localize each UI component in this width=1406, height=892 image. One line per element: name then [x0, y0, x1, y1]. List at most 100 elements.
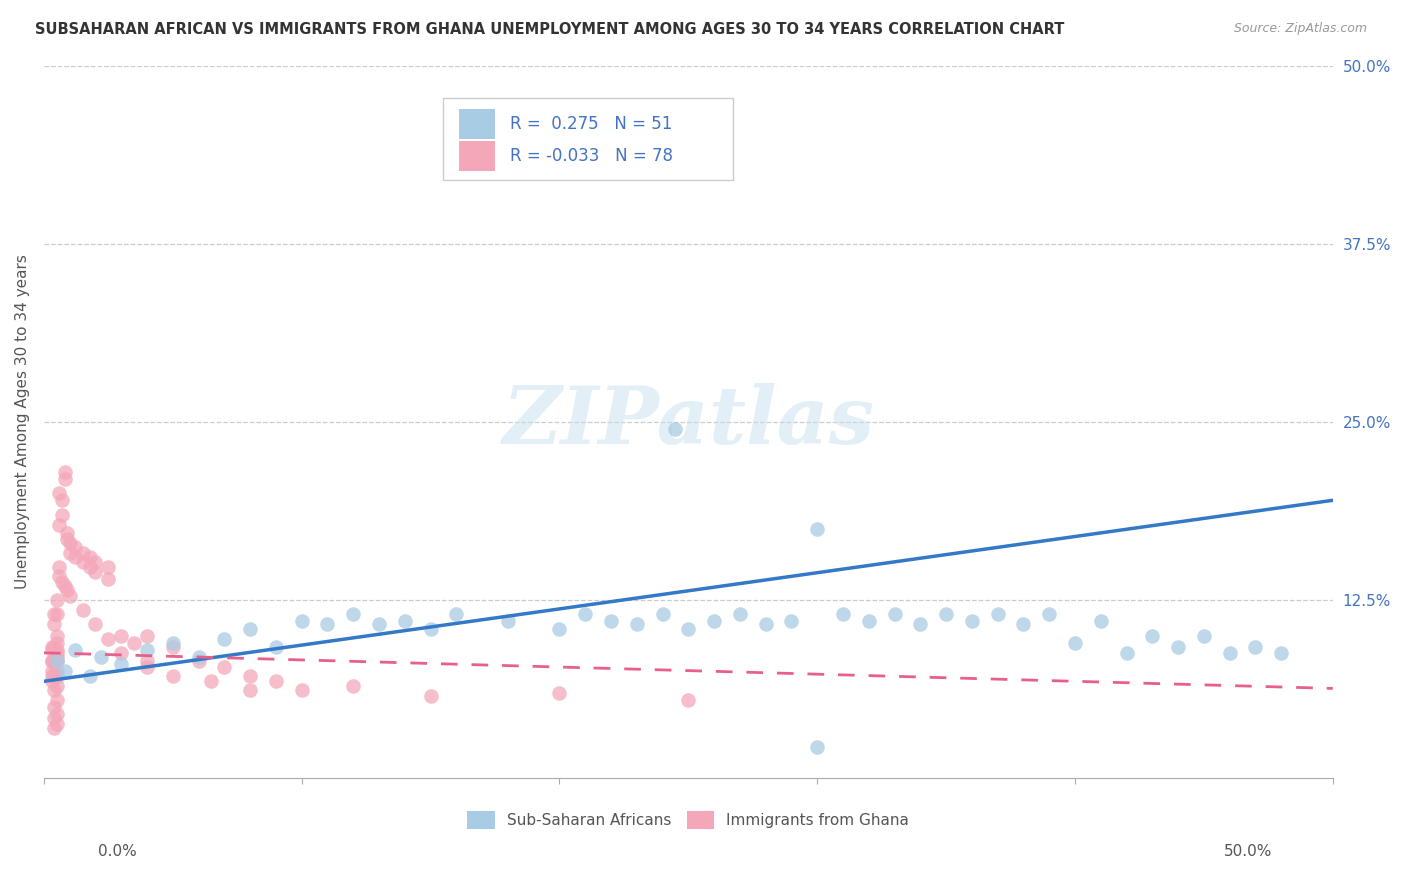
Point — [44, 654, 66, 668]
Text: R = -0.033   N = 78: R = -0.033 N = 78 — [510, 147, 673, 165]
Point — [214, 660, 236, 674]
Point — [79, 550, 101, 565]
Point — [48, 569, 70, 583]
Point — [883, 607, 905, 622]
Point — [45, 646, 67, 660]
Point — [84, 617, 107, 632]
Point — [419, 689, 441, 703]
Text: Source: ZipAtlas.com: Source: ZipAtlas.com — [1233, 22, 1367, 36]
Point — [41, 668, 63, 682]
Point — [1012, 617, 1035, 632]
Point — [44, 722, 66, 736]
Point — [41, 643, 63, 657]
Point — [110, 629, 132, 643]
Point — [832, 607, 855, 622]
Point — [200, 674, 222, 689]
Point — [728, 607, 751, 622]
Point — [162, 668, 184, 682]
Point — [806, 739, 828, 754]
Point — [53, 472, 76, 486]
Point — [51, 508, 73, 522]
Legend: Sub-Saharan Africans, Immigrants from Ghana: Sub-Saharan Africans, Immigrants from Gh… — [461, 805, 915, 835]
Point — [45, 643, 67, 657]
Point — [264, 640, 287, 654]
Point — [56, 583, 79, 598]
Point — [342, 679, 364, 693]
Point — [1115, 646, 1137, 660]
Point — [53, 465, 76, 479]
Point — [1219, 646, 1241, 660]
Point — [214, 632, 236, 646]
Point — [264, 674, 287, 689]
Point — [44, 668, 66, 682]
Point — [45, 707, 67, 722]
Point — [110, 646, 132, 660]
Point — [45, 607, 67, 622]
Point — [187, 654, 209, 668]
Point — [45, 668, 67, 682]
Point — [110, 657, 132, 672]
Point — [97, 560, 120, 574]
Point — [45, 693, 67, 707]
Point — [651, 607, 673, 622]
Text: R =  0.275   N = 51: R = 0.275 N = 51 — [510, 115, 673, 133]
Point — [1270, 646, 1292, 660]
Point — [419, 622, 441, 636]
Point — [960, 615, 983, 629]
Point — [53, 665, 76, 679]
Point — [1038, 607, 1060, 622]
Point — [45, 717, 67, 731]
Point — [755, 617, 778, 632]
Point — [1064, 636, 1087, 650]
Point — [45, 679, 67, 693]
Point — [79, 560, 101, 574]
Point — [368, 617, 391, 632]
Point — [1244, 640, 1267, 654]
Point — [162, 640, 184, 654]
Point — [291, 615, 314, 629]
Point — [48, 560, 70, 574]
Point — [316, 617, 339, 632]
Point — [72, 555, 94, 569]
Point — [1142, 629, 1164, 643]
Point — [548, 686, 571, 700]
Point — [45, 629, 67, 643]
Point — [44, 640, 66, 654]
Point — [59, 536, 82, 550]
Point — [44, 700, 66, 714]
Point — [51, 574, 73, 589]
Point — [574, 607, 596, 622]
Point — [162, 636, 184, 650]
Point — [806, 522, 828, 536]
Point — [1090, 615, 1112, 629]
Point — [136, 654, 159, 668]
Point — [136, 660, 159, 674]
Point — [446, 607, 468, 622]
Point — [858, 615, 880, 629]
Point — [45, 654, 67, 668]
Point — [1167, 640, 1189, 654]
Text: ZIPatlas: ZIPatlas — [502, 384, 875, 460]
Point — [41, 654, 63, 668]
Point — [48, 517, 70, 532]
Point — [41, 674, 63, 689]
Point — [56, 532, 79, 546]
Point — [41, 640, 63, 654]
Text: 0.0%: 0.0% — [98, 845, 138, 859]
Point — [59, 546, 82, 560]
Point — [44, 682, 66, 697]
Point — [45, 650, 67, 665]
Point — [84, 565, 107, 579]
Point — [84, 555, 107, 569]
Point — [97, 632, 120, 646]
Point — [239, 668, 262, 682]
FancyBboxPatch shape — [443, 97, 734, 179]
Point — [45, 636, 67, 650]
Point — [59, 589, 82, 603]
Point — [63, 541, 86, 555]
Point — [63, 550, 86, 565]
Point — [239, 682, 262, 697]
Point — [678, 693, 700, 707]
Point — [90, 650, 112, 665]
Point — [44, 617, 66, 632]
